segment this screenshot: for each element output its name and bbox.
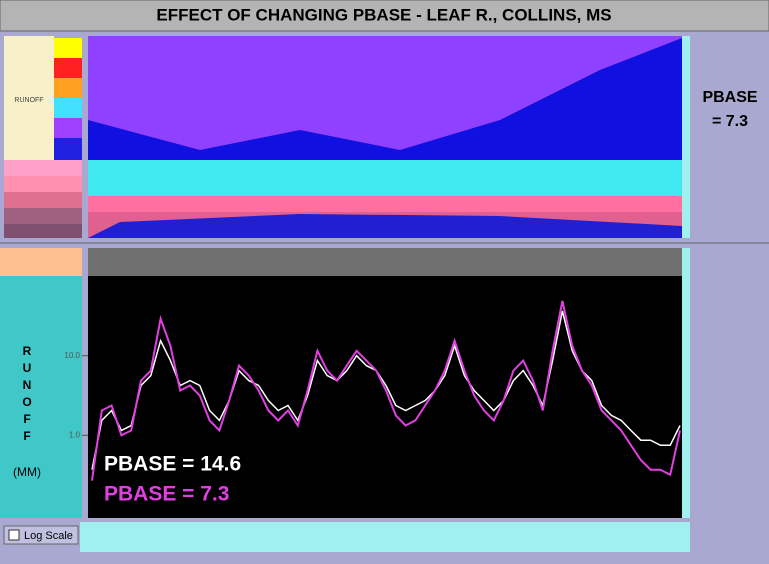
title-bar — [0, 0, 769, 32]
y-tick-label: 1.0 — [69, 430, 81, 439]
legend-swatch — [54, 138, 82, 160]
y-tick-label: 10.0 — [64, 351, 80, 360]
legend-swatch — [54, 118, 82, 138]
scroll-edge — [682, 248, 690, 518]
checkbox-frame[interactable] — [3, 525, 79, 545]
band-plot — [88, 196, 682, 212]
axis-panel — [0, 276, 82, 518]
storage-area — [88, 38, 682, 160]
legend-swatch — [54, 58, 82, 78]
label-band — [4, 176, 82, 192]
checkbox[interactable] — [8, 529, 20, 541]
scroll-edge — [682, 36, 690, 238]
panel-label: RUNOFF — [14, 97, 43, 104]
band-plot — [88, 160, 682, 196]
band-area — [88, 214, 682, 238]
y-label-letter: O — [22, 395, 31, 409]
checkbox-label[interactable]: Log Scale — [24, 530, 73, 542]
y-label-letter: N — [23, 378, 32, 392]
rain-strip — [88, 248, 682, 276]
x-axis-strip — [80, 522, 690, 552]
legend-swatch — [54, 98, 82, 118]
y-label-letter: U — [23, 361, 32, 375]
y-unit: (MM) — [13, 465, 41, 479]
label-band — [4, 160, 82, 176]
y-label-letter: F — [23, 412, 30, 426]
label-band — [4, 224, 82, 238]
chart-title: EFFECT OF CHANGING PBASE - LEAF R., COLL… — [156, 5, 611, 24]
side-label: = 7.3 — [712, 113, 748, 130]
label-box — [4, 36, 54, 160]
label-band — [4, 192, 82, 208]
legend-swatch — [54, 38, 82, 58]
side-label: PBASE — [702, 89, 757, 106]
series-line — [91, 300, 681, 481]
label-band — [4, 208, 82, 224]
y-label-letter: R — [23, 344, 32, 358]
label-box — [0, 248, 82, 276]
y-label-letter: F — [23, 429, 30, 443]
legend-label: PBASE = 14.6 — [104, 453, 241, 476]
legend-swatch — [54, 78, 82, 98]
legend-label: PBASE = 7.3 — [104, 483, 229, 506]
plot-area — [88, 276, 682, 518]
